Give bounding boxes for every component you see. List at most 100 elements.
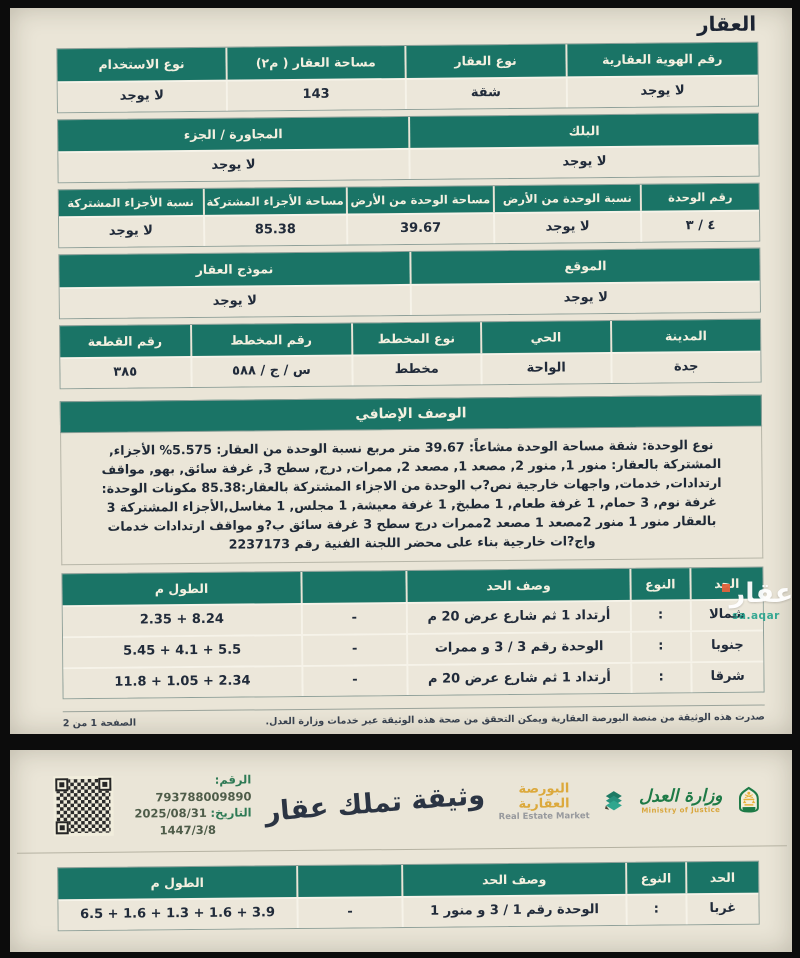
cell-type: : xyxy=(630,632,690,662)
qr-finder-icon xyxy=(98,778,112,792)
column-header: الطول م xyxy=(62,571,301,606)
rem-arabic-name: البورصة العقارية xyxy=(518,781,570,813)
real-estate-market-logo-icon xyxy=(604,791,622,811)
page-2: وزارة العدل Ministry of Justice البورصة … xyxy=(10,750,792,952)
column-header-spacer xyxy=(300,570,406,604)
boundaries-table-page2: الحد النوع وصف الحد الطول م غربا : الوحد… xyxy=(57,860,760,932)
description-body: نوع الوحدة: شقة مساحة الوحدة مشاعاً: 39.… xyxy=(60,426,764,565)
cell-type: : xyxy=(629,601,690,632)
footer-note: صدرت هذه الوثيقة من منصة البورصة العقاري… xyxy=(265,711,765,728)
cell-plan-type: مخطط xyxy=(350,355,481,386)
cell-property-area: 143 xyxy=(225,79,405,111)
cell-length: 11.8 + 1.05 + 2.34 xyxy=(63,667,302,699)
cell-dash: - xyxy=(301,635,407,666)
column-header: نموذج العقار xyxy=(59,252,410,288)
cell-boundary-desc: الوحدة رقم 1 / 3 و منور 1 xyxy=(401,896,626,928)
moj-arabic-name: وزارة العدل xyxy=(638,786,723,808)
footer-page-number: الصفحة 1 من 2 xyxy=(62,717,137,730)
table-header-row: الموقع نموذج العقار xyxy=(59,248,760,288)
cell-usage-type: لا يوجد xyxy=(57,81,226,112)
column-header: الطول م xyxy=(58,865,297,900)
column-header: رقم المخطط xyxy=(189,323,351,357)
block-table: البلك المجاورة / الجزء لا يوجد لا يوجد xyxy=(57,112,760,184)
cell-boundary-desc: أرتداد 1 ثم شارع عرض 20 م xyxy=(405,602,630,634)
column-header: مساحة الأجزاء المشتركة xyxy=(202,187,346,216)
cell-length: 6.5 + 1.6 + 1.3 + 1.6 + 3.9 xyxy=(58,899,297,931)
cell-dash: - xyxy=(300,604,407,635)
table-header-row: الحد النوع وصف الحد الطول م xyxy=(62,567,763,606)
document-number-value: 793788009890 xyxy=(155,789,252,805)
column-header: النوع xyxy=(625,861,685,895)
cell-type: : xyxy=(625,895,686,926)
cell-model: لا يوجد xyxy=(59,285,410,319)
column-header: الحي xyxy=(480,320,610,354)
table-header-row: البلك المجاورة / الجزء xyxy=(58,113,759,152)
column-header: رقم الهوية العقارية xyxy=(564,42,758,77)
plan-table: المدينة الحي نوع المخطط رقم المخطط رقم ا… xyxy=(59,318,762,390)
table-header-row: المدينة الحي نوع المخطط رقم المخطط رقم ا… xyxy=(60,319,761,358)
cell-common-ratio: لا يوجد xyxy=(59,217,203,248)
cell-property-id: لا يوجد xyxy=(565,76,758,107)
cell-unit-number: ٣ / ٤ xyxy=(639,211,760,243)
column-header: المجاورة / الجزء xyxy=(58,116,409,152)
column-header: رقم الوحدة xyxy=(639,183,759,212)
column-header: مساحة الوحدة من الأرض xyxy=(345,186,493,214)
cell-side: شمالا xyxy=(689,600,763,631)
column-header: البلك xyxy=(408,113,759,149)
document-title: وثيقة تملك عقار xyxy=(263,779,486,828)
cell-city: جدة xyxy=(609,353,761,384)
cell-common-area: 85.38 xyxy=(202,215,347,247)
column-header: نوع العقار xyxy=(403,44,566,78)
column-header: نوع الاستخدام xyxy=(57,47,226,81)
cell-block: لا يوجد xyxy=(408,146,759,179)
real-estate-market-wordmark: البورصة العقارية Real Estate Market xyxy=(498,782,590,823)
cell-type: : xyxy=(630,663,691,693)
column-header: نوع المخطط xyxy=(350,322,481,355)
page-footer: صدرت هذه الوثيقة من منصة البورصة العقاري… xyxy=(62,704,765,730)
document-header: وزارة العدل Ministry of Justice البورصة … xyxy=(16,750,787,854)
unit-table: رقم الوحدة نسبة الوحدة من الأرض مساحة ال… xyxy=(57,182,761,249)
column-header: وصف الحد xyxy=(401,862,626,897)
document-number-label: الرقم: xyxy=(214,772,252,787)
cell-side: جنوبا xyxy=(689,631,764,662)
cell-unit-land-area: 39.67 xyxy=(345,214,494,245)
cell-length: 2.35 + 8.24 xyxy=(62,605,302,637)
cell-boundary-desc: أرتداد 1 ثم شارع عرض 20 م xyxy=(406,663,631,695)
cell-plan-number: ٥٨٨ / ج / س xyxy=(189,356,352,388)
cell-boundary-desc: الوحدة رقم 3 / 3 و ممرات xyxy=(406,633,631,665)
column-header-spacer xyxy=(296,864,402,898)
cell-site: لا يوجد xyxy=(409,282,760,315)
table-header-row: الحد النوع وصف الحد الطول م xyxy=(58,861,759,900)
page-1: العقار رقم الهوية العقارية نوع العقار مس… xyxy=(10,8,792,734)
cell-plot-number: ٣٨٥ xyxy=(60,358,191,389)
cell-unit-land-ratio: لا يوجد xyxy=(492,213,641,244)
document-number-line: الرقم: 793788009890 xyxy=(123,771,251,806)
moj-english-name: Ministry of Justice xyxy=(641,806,721,816)
column-header: نسبة الأجزاء المشتركة xyxy=(58,188,203,217)
cell-side: شرقا xyxy=(689,662,764,693)
boundaries-table: الحد النوع وصف الحد الطول م شمالا : أرتد… xyxy=(61,566,765,700)
document-date-line: التاريخ: 2025/08/31 xyxy=(124,805,252,823)
document-date-gregorian: 2025/08/31 xyxy=(134,806,207,821)
cell-district: الواحة xyxy=(480,354,611,385)
property-table: رقم الهوية العقارية نوع العقار مساحة الع… xyxy=(56,41,759,113)
column-header: رقم القطعة xyxy=(60,324,190,358)
column-header: النوع xyxy=(629,567,690,601)
document-date-hijri: 1447/3/8 xyxy=(159,822,217,838)
cell-property-type: شقة xyxy=(404,78,566,109)
cell-adjacency: لا يوجد xyxy=(58,150,409,183)
column-header: وصف الحد xyxy=(405,568,630,603)
ministry-of-justice-emblem-icon xyxy=(739,787,760,813)
document-date-hijri-line: 1447/3/8 xyxy=(124,821,252,839)
column-header: الحد xyxy=(684,861,759,894)
table-header-row: رقم الهوية العقارية نوع العقار مساحة الع… xyxy=(57,42,758,81)
rem-english-name: Real Estate Market xyxy=(498,811,590,823)
cell-dash: - xyxy=(296,898,402,929)
column-header: المدينة xyxy=(609,319,761,353)
document-meta: الرقم: 793788009890 التاريخ: 2025/08/31 … xyxy=(123,771,252,839)
qr-finder-icon xyxy=(55,778,69,792)
column-header: الموقع xyxy=(409,248,760,284)
column-header: نسبة الوحدة من الأرض xyxy=(492,184,640,213)
qr-finder-icon xyxy=(55,821,69,835)
column-header: مساحة العقار ( م٢) xyxy=(225,45,405,80)
